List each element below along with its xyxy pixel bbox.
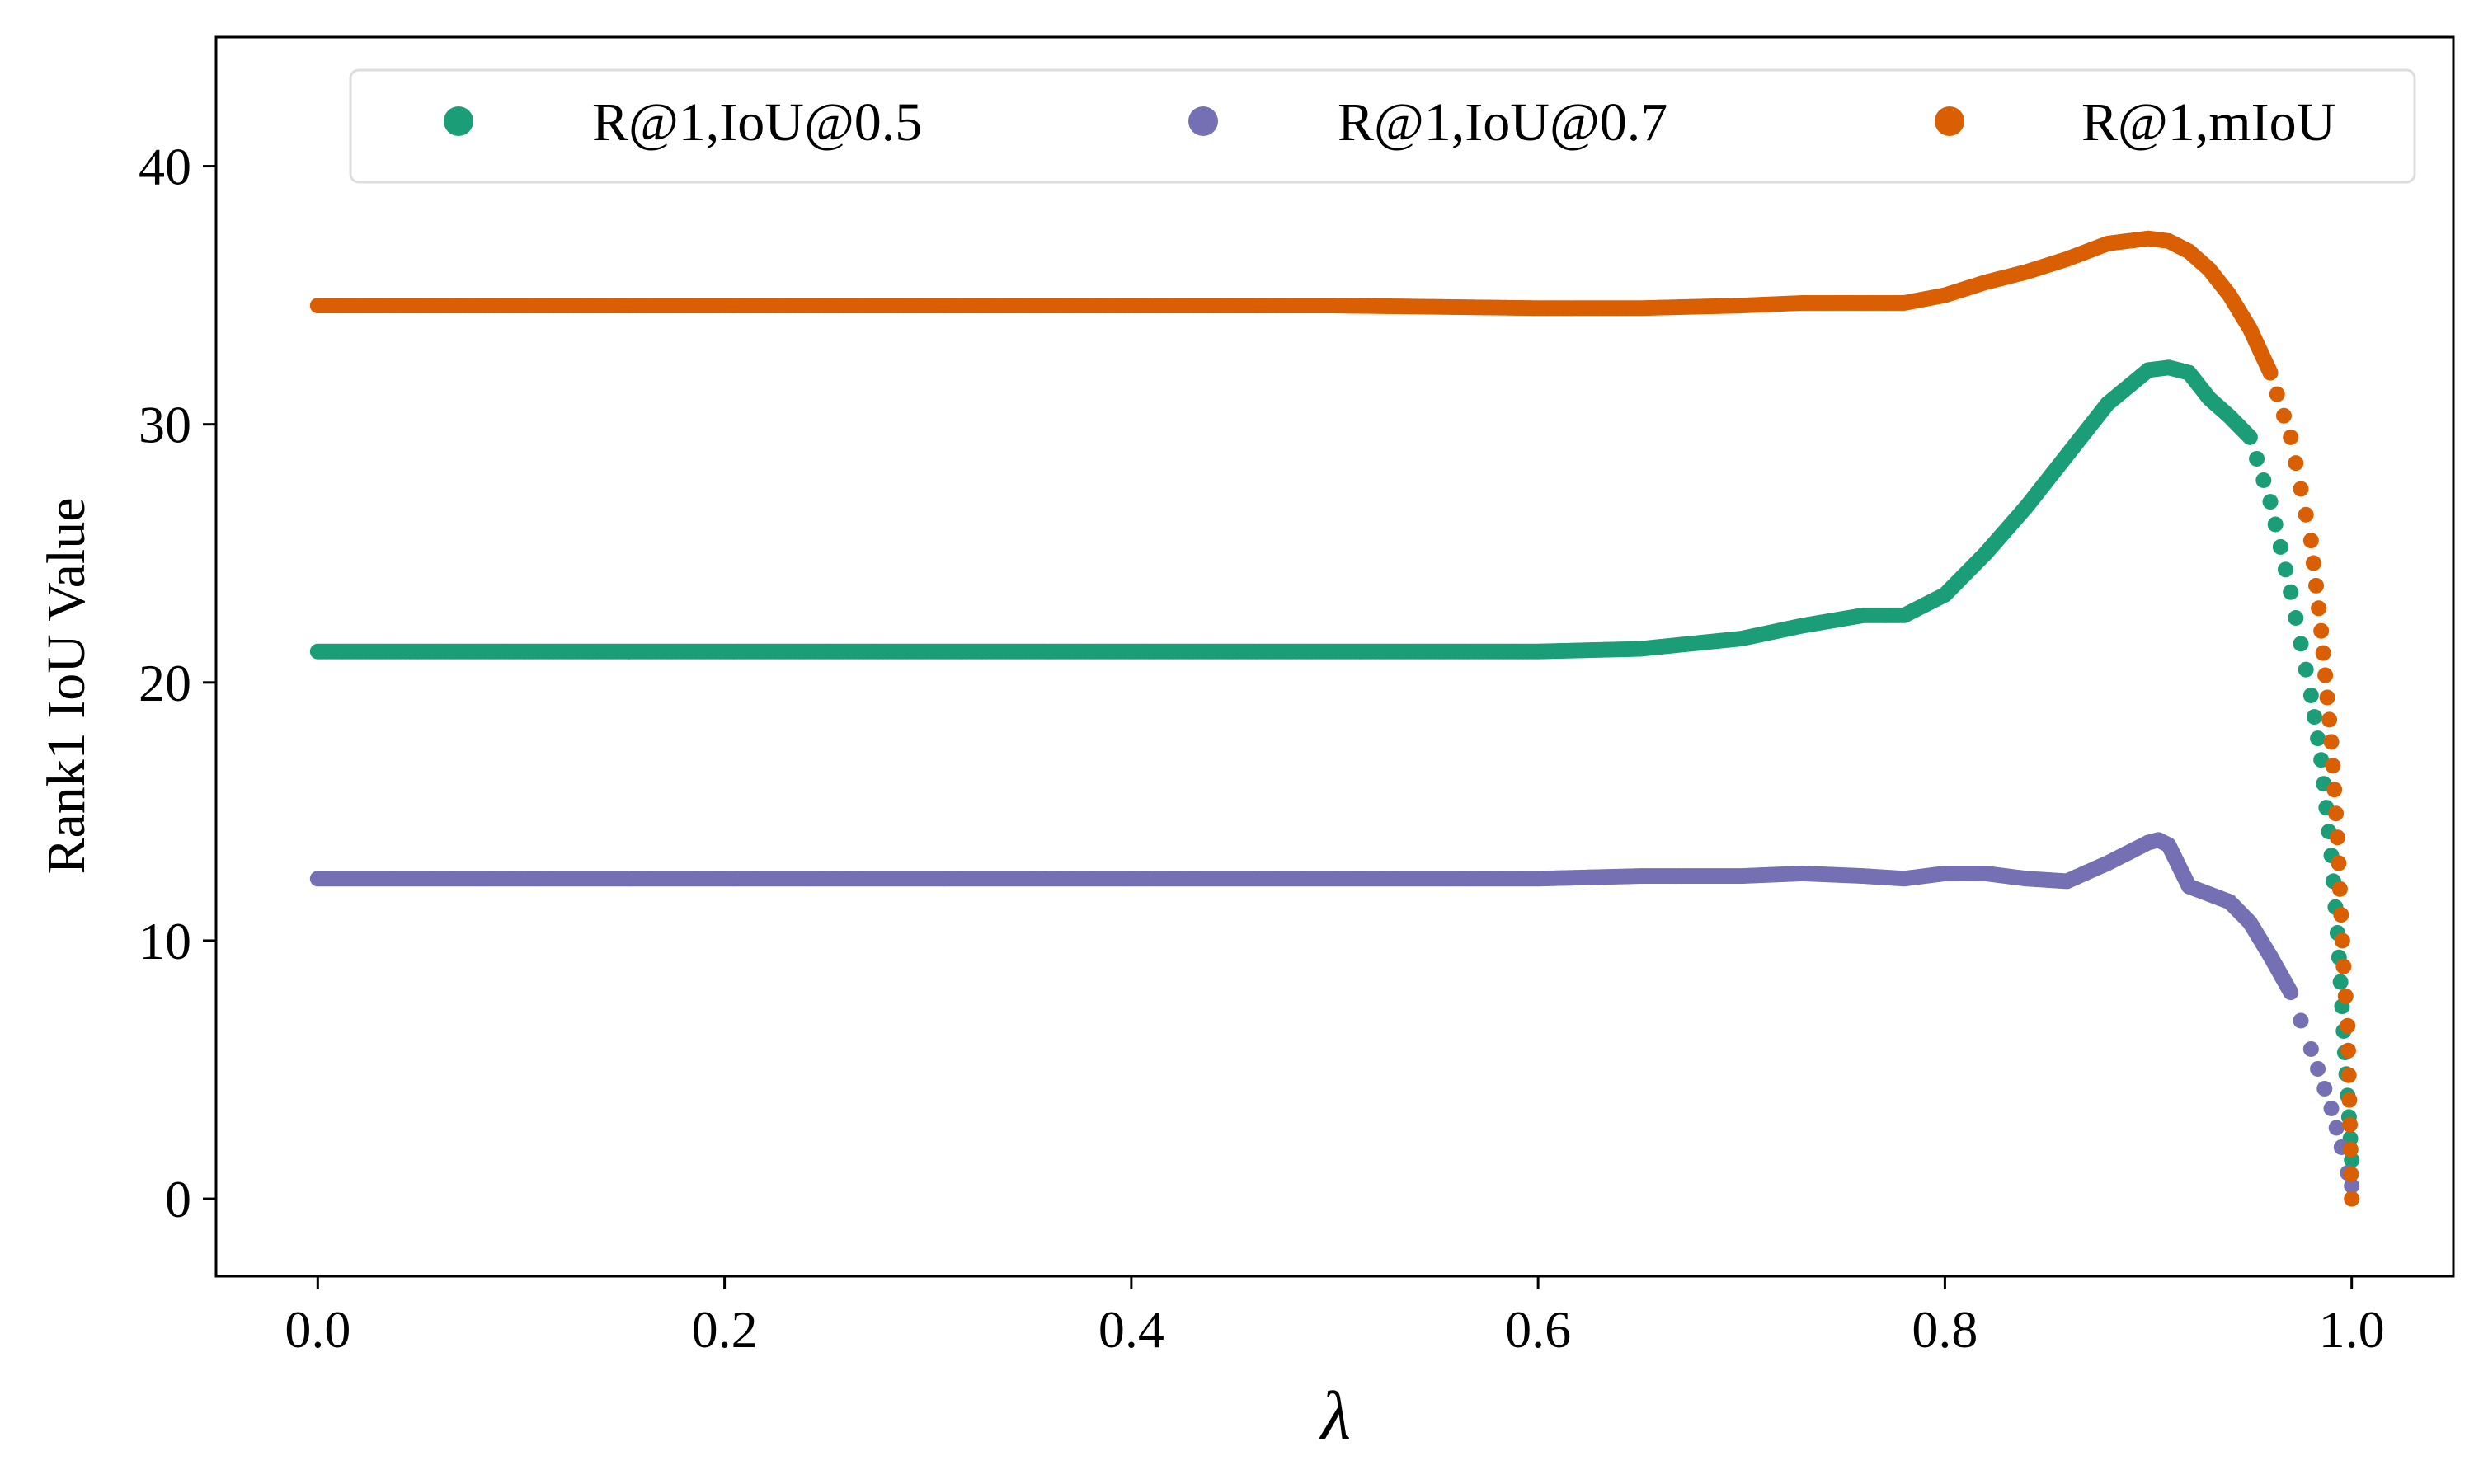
x-axis: 0.0 0.2 0.4 0.6 0.8 1.0 [285,1276,2385,1359]
y-tick-label: 30 [139,396,191,454]
data-point [2319,689,2335,706]
data-point [2310,730,2326,747]
data-point [2313,752,2330,768]
legend-label: R@1,mIoU [2081,92,2335,153]
data-point [2331,855,2347,871]
data-point [2316,1080,2333,1097]
data-point [2337,988,2354,1004]
data-point [2335,958,2352,974]
data-point [2344,1190,2360,1207]
data-point [2323,734,2340,750]
data-point [2293,481,2309,497]
data-point [2326,782,2343,798]
data-point [2283,584,2299,600]
data-point [2313,622,2330,639]
y-tick-label: 10 [139,912,191,970]
y-axis: 0 10 20 30 40 [139,138,216,1228]
data-point [2308,577,2325,594]
data-point [2275,407,2292,424]
data-point [2340,1067,2357,1083]
data-point [2288,455,2304,472]
legend-marker [1188,106,1218,136]
series-1 [309,359,2360,1168]
data-point [2311,600,2327,617]
plot-marks [309,230,2360,1207]
data-point [2343,1166,2359,1182]
data-point [2328,1120,2345,1136]
series-3 [309,230,2360,1207]
data-point [2340,1042,2356,1059]
data-point [2331,881,2348,897]
data-point [2315,645,2331,661]
data-point [2306,709,2322,726]
data-point [2329,829,2345,846]
plot-frame [214,35,2455,1278]
data-point [2241,429,2258,445]
data-point [2293,636,2309,652]
data-point [2317,667,2334,683]
data-point [2321,711,2338,728]
legend-marker [1935,106,1964,136]
data-point [2310,1060,2326,1077]
data-point [2283,429,2299,445]
data-point [2262,494,2279,510]
x-axis-label: λ [1319,1378,1351,1454]
x-tick-label: 0.8 [1912,1300,1978,1359]
x-tick-label: 0.4 [1098,1300,1164,1359]
data-point [2344,1177,2360,1194]
legend-label: R@1,IoU@0.5 [592,92,922,153]
data-point [2302,1040,2319,1057]
series-2 [309,832,2360,1194]
legend-marker [444,106,473,136]
data-point [2334,932,2350,949]
data-point [2333,907,2349,923]
data-point [2302,687,2319,703]
data-point [2267,516,2284,533]
data-point [2305,555,2321,571]
legend: R@1,IoU@0.5 R@1,IoU@0.7 R@1,mIoU [349,68,2416,184]
data-point [2328,805,2345,822]
data-point [2262,364,2279,381]
data-point [2332,974,2349,990]
legend-box [349,68,2416,184]
x-tick-label: 0.0 [285,1300,350,1359]
data-point [2249,450,2265,467]
data-point [2298,661,2314,678]
legend-label: R@1,IoU@0.7 [1338,92,1667,153]
x-tick-label: 1.0 [2319,1300,2385,1359]
data-point [2342,1116,2359,1133]
x-tick-label: 0.6 [1505,1300,1571,1359]
data-point [2323,1100,2340,1116]
data-point [2325,758,2341,774]
data-point [2272,538,2288,555]
data-point [2293,1012,2309,1029]
data-point [2288,610,2304,627]
y-tick-label: 40 [139,138,191,196]
data-point [2302,533,2319,549]
data-point [2342,1141,2359,1158]
data-point [2340,1017,2356,1034]
y-tick-label: 0 [165,1170,191,1228]
y-tick-label: 20 [139,654,191,712]
y-axis-label: Rank1 IoU Value [36,497,96,874]
data-point [2283,984,2299,1001]
data-point [2298,506,2314,523]
data-point [2255,472,2272,489]
data-point [2341,1092,2358,1108]
x-tick-label: 0.2 [692,1300,758,1359]
data-point [2269,386,2285,402]
data-point [2278,561,2294,578]
